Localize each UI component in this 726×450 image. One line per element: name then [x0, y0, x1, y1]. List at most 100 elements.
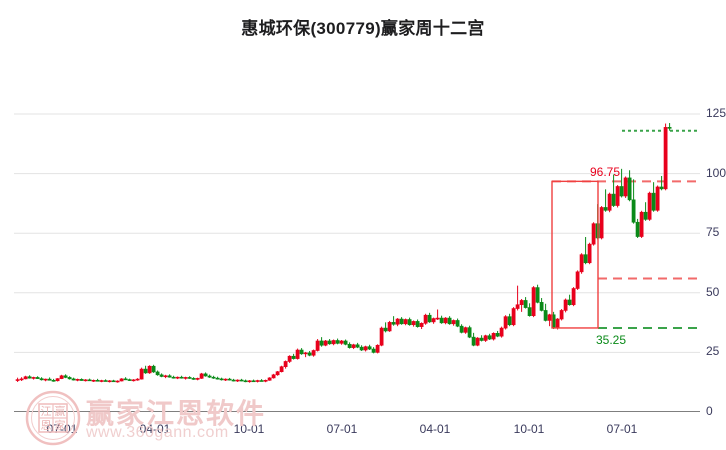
candle-body	[647, 192, 652, 220]
candle-body	[119, 378, 124, 382]
candle-body	[487, 335, 492, 340]
candle-body	[395, 318, 400, 325]
candle-body	[283, 361, 288, 368]
candle-body	[499, 327, 504, 337]
candle-body	[591, 223, 596, 245]
candle-body	[507, 316, 512, 326]
resistance-price-label: 96.75	[590, 165, 621, 180]
candle-body	[555, 318, 560, 329]
candle-body	[299, 349, 304, 355]
candle-body	[319, 340, 324, 346]
candle-body	[531, 287, 536, 316]
x-axis-label: 07-01	[46, 422, 78, 436]
candle-body	[387, 322, 392, 332]
candle-body	[115, 380, 120, 383]
candle-body	[415, 321, 420, 327]
candle-body	[523, 300, 528, 308]
candle-body	[667, 127, 672, 129]
candle-body	[567, 299, 572, 306]
candle-body	[371, 348, 376, 353]
candle-body	[267, 377, 272, 381]
candle-body	[167, 375, 172, 378]
candle-body	[335, 340, 340, 344]
candle-body	[655, 186, 660, 211]
candle-body	[123, 378, 128, 381]
candle-body	[447, 317, 452, 325]
candle-body	[219, 378, 224, 381]
candle-body	[303, 352, 308, 355]
candle-body	[663, 127, 668, 190]
candle-body	[327, 340, 332, 345]
candle-body	[255, 380, 260, 382]
candle-body	[615, 186, 620, 206]
x-axis-label: 10-01	[233, 422, 265, 436]
candle-body	[295, 349, 300, 359]
candle-body	[59, 375, 64, 379]
candle-body	[435, 317, 440, 320]
candle-body	[159, 374, 164, 377]
candle-body	[519, 300, 524, 306]
candle-body	[479, 337, 484, 341]
candle-body	[79, 379, 84, 381]
candle-body	[483, 335, 488, 341]
candle-body	[279, 366, 284, 373]
candle-body	[471, 336, 476, 346]
candle-body	[323, 340, 328, 346]
candle-body	[271, 374, 276, 379]
candle-body	[571, 288, 576, 306]
candle-body	[307, 352, 312, 356]
candle-body	[107, 380, 112, 383]
candle-body	[195, 378, 200, 380]
candle-body	[71, 378, 76, 381]
support-price-label: 35.25	[596, 332, 627, 347]
candle-body	[359, 346, 364, 351]
candle-body	[459, 325, 464, 333]
candle-body	[511, 308, 516, 326]
candle-body	[91, 379, 96, 382]
candle-body	[599, 207, 604, 239]
candle-body	[363, 346, 368, 351]
candle-body	[347, 343, 352, 348]
y-axis-label: 50	[706, 284, 720, 299]
candle-body	[155, 371, 160, 376]
candle-body	[111, 380, 116, 383]
candle-body	[563, 299, 568, 311]
candle-body	[643, 211, 648, 220]
candle-body	[635, 221, 640, 237]
y-axis-label: 25	[706, 344, 720, 359]
candle-body	[63, 375, 68, 378]
x-axis-label: 07-01	[606, 422, 638, 436]
candle-body	[547, 314, 552, 321]
candle-body	[215, 377, 220, 380]
candle-body	[247, 380, 252, 383]
candle-body	[151, 365, 156, 373]
candle-body	[583, 254, 588, 264]
candle-body	[103, 380, 108, 382]
candle-body	[239, 379, 244, 382]
candle-body	[527, 307, 532, 316]
candle-body	[619, 186, 624, 197]
candle-body	[39, 378, 44, 381]
candle-body	[23, 376, 28, 380]
candlestick-plot-area[interactable]	[14, 55, 700, 412]
candle-body	[199, 373, 204, 379]
candle-body	[47, 378, 52, 381]
page-title: 惠城环保(300779)赢家周十二宫	[241, 19, 485, 38]
gann-square-box[interactable]	[551, 180, 599, 329]
candle-body	[19, 378, 24, 381]
candle-body	[423, 314, 428, 324]
plot-svg	[14, 113, 700, 412]
candle-body	[87, 379, 92, 382]
candle-body	[291, 355, 296, 359]
candle-body	[147, 365, 152, 374]
candle-body	[451, 320, 456, 325]
candle-body	[75, 379, 80, 381]
candle-body	[127, 379, 132, 381]
candle-body	[623, 177, 628, 197]
candle-body	[179, 376, 184, 379]
candle-body	[427, 314, 432, 323]
candle-body	[639, 211, 644, 237]
candle-body	[379, 327, 384, 346]
candle-body	[43, 378, 48, 381]
candle-body	[339, 340, 344, 344]
